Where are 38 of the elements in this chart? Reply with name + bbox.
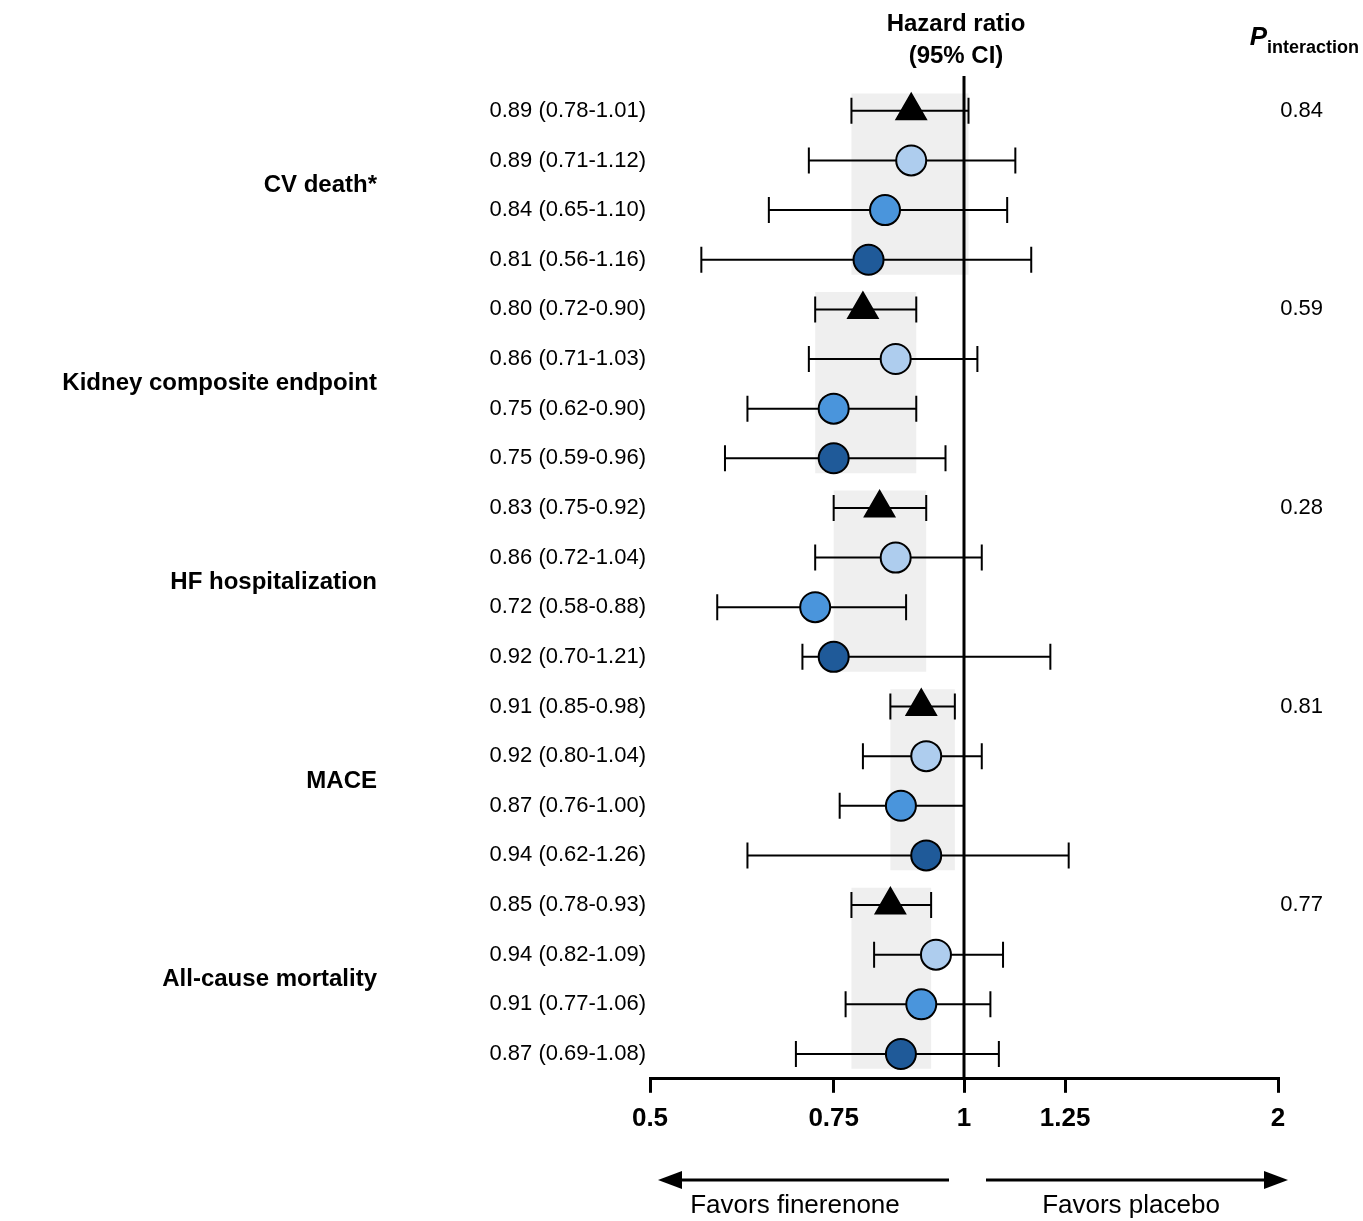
chart-title: Hazard ratio (95% CI)	[886, 8, 1026, 68]
y-tick-label: 0.94 (0.82-1.09)	[489, 940, 646, 966]
x-tick-label: 0.5	[631, 1101, 669, 1132]
text: CV death*	[263, 169, 378, 197]
text: 0.77	[1280, 891, 1323, 917]
x-tick-label: 2	[1270, 1101, 1286, 1132]
y-tick-label: 0.89 (0.71-1.12)	[489, 146, 646, 172]
y-tick-label: 0.83 (0.75-0.92)	[489, 494, 646, 519]
text: HF hospitalization	[170, 567, 377, 595]
y-tick-label: 0.89 (0.78-1.01)	[489, 96, 646, 122]
x-tick-label: 1	[956, 1101, 972, 1132]
text: Favors finerenone	[690, 1189, 900, 1220]
y-tick-label: 0.84 (0.65-1.10)	[489, 196, 646, 222]
y-tick-label: 0.81 (0.56-1.16)	[489, 245, 646, 271]
text: All-cause mortality	[162, 964, 378, 992]
y-tick-label: 0.87 (0.69-1.08)	[489, 1040, 646, 1066]
text: 0.81	[1280, 692, 1323, 718]
y-tick-label: 0.94 (0.62-1.26)	[489, 841, 646, 867]
y-tick-label: 0.91 (0.85-0.98)	[489, 692, 646, 718]
x-tick-label: 1.25	[1039, 1101, 1091, 1132]
x-tick-label: 0.75	[808, 1101, 859, 1132]
y-tick-label: 0.85 (0.78-0.93)	[489, 891, 646, 917]
text: 0.84	[1280, 96, 1323, 122]
text: Favors placebo	[1042, 1189, 1220, 1220]
y-tick-label: 0.75 (0.62-0.90)	[489, 394, 646, 420]
y-tick-label: 0.92 (0.70-1.21)	[489, 642, 646, 668]
y-tick-label: 0.80 (0.72-0.90)	[489, 295, 646, 321]
y-tick-label: 0.87 (0.76-1.00)	[489, 791, 646, 817]
text: 0.28	[1280, 494, 1323, 519]
text: 0.59	[1280, 295, 1323, 321]
y-tick-label: 0.91 (0.77-1.06)	[489, 990, 646, 1016]
y-tick-label: 0.92 (0.80-1.04)	[489, 742, 646, 768]
y-tick-label: 0.86 (0.72-1.04)	[489, 543, 646, 569]
text: Kidney composite endpoint	[62, 368, 377, 396]
text: MACE	[306, 765, 377, 793]
y-tick-label: 0.75 (0.59-0.96)	[489, 444, 646, 470]
y-tick-label: 0.72 (0.58-0.88)	[489, 593, 646, 619]
y-tick-label: 0.86 (0.71-1.03)	[489, 345, 646, 371]
